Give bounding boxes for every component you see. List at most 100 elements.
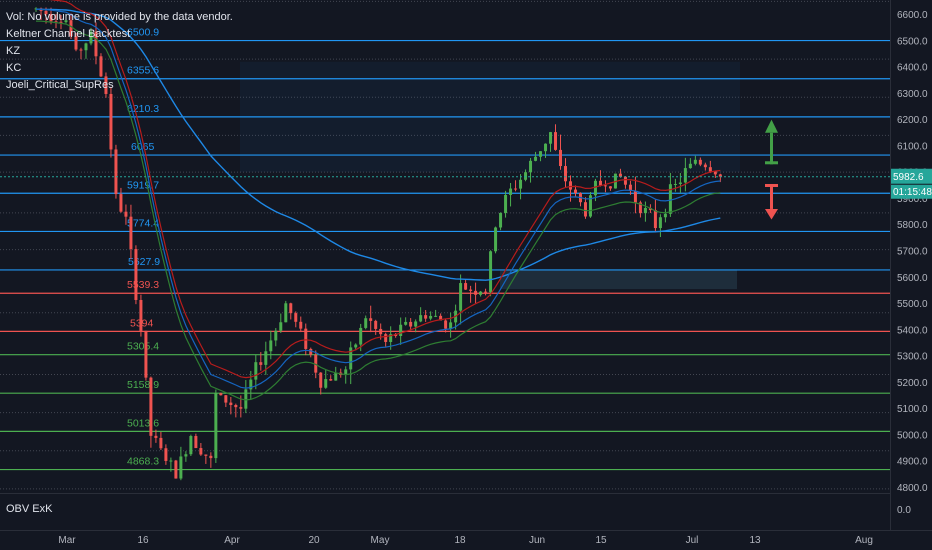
keltner-legend[interactable]: Keltner Channel Backtest bbox=[6, 28, 131, 40]
candle-body bbox=[139, 299, 143, 331]
candle-body bbox=[229, 402, 233, 405]
candle-body bbox=[504, 194, 508, 213]
candle-body bbox=[309, 348, 313, 355]
price-tag-label: 5982.6 bbox=[893, 172, 924, 183]
candle-body bbox=[608, 186, 612, 189]
candle-body bbox=[583, 202, 587, 217]
candle-body bbox=[479, 291, 483, 295]
candle-body bbox=[424, 315, 428, 319]
price-tag bbox=[891, 168, 932, 184]
candle-body bbox=[249, 379, 253, 390]
candle-body bbox=[269, 340, 273, 352]
candle-body bbox=[374, 320, 378, 329]
candle-body bbox=[164, 448, 168, 461]
candle-body bbox=[568, 181, 572, 190]
candle-body bbox=[94, 31, 98, 57]
y-tick-label: 6500.0 bbox=[897, 36, 928, 47]
candle-body bbox=[49, 14, 53, 22]
candle-body bbox=[573, 189, 577, 194]
candle-body bbox=[618, 173, 622, 177]
candle-body bbox=[234, 404, 238, 408]
keltner-mid-line[interactable] bbox=[35, 8, 721, 389]
candle-body bbox=[334, 372, 338, 381]
level-label: 5774.4 bbox=[127, 217, 159, 229]
arrow-up-icon bbox=[765, 119, 778, 165]
x-tick-label: 16 bbox=[137, 535, 149, 546]
obv-pane-label[interactable]: OBV ExK bbox=[6, 503, 53, 515]
x-tick-label: Jul bbox=[686, 535, 699, 546]
candle-body bbox=[404, 321, 408, 325]
keltner-lower-line[interactable] bbox=[35, 20, 721, 401]
x-tick-label: Aug bbox=[855, 535, 873, 546]
y-tick-label: 6600.0 bbox=[897, 10, 928, 21]
candle-body bbox=[434, 315, 438, 317]
candle-body bbox=[708, 167, 712, 172]
candle-body bbox=[444, 320, 448, 329]
candle-body bbox=[554, 132, 558, 150]
level-label: 5013.6 bbox=[127, 417, 159, 429]
candle-body bbox=[384, 334, 388, 342]
candle-body bbox=[673, 184, 677, 186]
candle-body bbox=[564, 166, 567, 182]
candle-body bbox=[159, 437, 163, 449]
candle-body bbox=[464, 283, 468, 290]
candle-body bbox=[593, 180, 597, 196]
indicator-legend: Vol: No volume is provided by the data v… bbox=[6, 9, 233, 94]
y-tick-label: 6300.0 bbox=[897, 89, 928, 100]
candle-body bbox=[124, 211, 128, 217]
level-label: 4868.3 bbox=[127, 456, 159, 468]
candle-body bbox=[264, 351, 268, 365]
candle-body bbox=[194, 436, 198, 449]
candle-body bbox=[623, 176, 627, 185]
candle-body bbox=[658, 217, 662, 229]
candle-body bbox=[54, 21, 58, 23]
candle-body bbox=[469, 289, 473, 291]
candle-body bbox=[129, 216, 133, 250]
ema-slow-line[interactable] bbox=[35, 8, 721, 281]
x-tick-label: 20 bbox=[308, 535, 320, 546]
kz-legend[interactable]: KZ bbox=[6, 45, 21, 57]
candle-body bbox=[494, 227, 498, 252]
candle-body bbox=[99, 56, 103, 77]
candle-body bbox=[549, 132, 553, 144]
candle-body bbox=[419, 315, 423, 322]
x-tick-label: 13 bbox=[749, 535, 761, 546]
x-tick-label: Apr bbox=[224, 535, 240, 546]
candle-body bbox=[529, 160, 533, 173]
level-label: 5158.9 bbox=[127, 379, 159, 391]
candle-body bbox=[718, 174, 722, 177]
x-tick-label: 15 bbox=[595, 535, 607, 546]
time-tag bbox=[891, 184, 932, 199]
candle-body bbox=[59, 21, 63, 23]
level-label: 5539.3 bbox=[127, 279, 159, 291]
candle-body bbox=[174, 460, 178, 479]
candle-body bbox=[189, 436, 193, 455]
kc-legend[interactable]: KC bbox=[6, 62, 22, 74]
level-label: 6065 bbox=[131, 141, 155, 153]
candle-body bbox=[524, 172, 528, 180]
candle-body bbox=[154, 435, 158, 438]
candle-body bbox=[544, 143, 548, 152]
level-label: 5305.4 bbox=[127, 341, 159, 353]
candle-body bbox=[539, 151, 543, 157]
candle-body bbox=[304, 328, 308, 349]
level-label: 5627.9 bbox=[128, 256, 160, 268]
candle-body bbox=[209, 455, 213, 459]
candle-body bbox=[134, 249, 138, 300]
candle-body bbox=[284, 303, 288, 323]
candle-body bbox=[713, 171, 717, 175]
volume-legend[interactable]: Vol: No volume is provided by the data v… bbox=[6, 11, 233, 23]
arrow-down-icon bbox=[765, 183, 778, 220]
y-tick-label: 5500.0 bbox=[897, 299, 928, 310]
candle-body bbox=[314, 354, 318, 373]
y-tick-label: 6200.0 bbox=[897, 115, 928, 126]
joeli-legend[interactable]: Joeli_Critical_SupRes bbox=[6, 79, 114, 91]
keltner-upper-line[interactable] bbox=[36, 0, 721, 379]
candle-body bbox=[299, 321, 303, 329]
candle-body bbox=[449, 322, 453, 329]
candle-body bbox=[429, 315, 433, 319]
candle-body bbox=[289, 303, 293, 314]
candle-body bbox=[179, 456, 183, 479]
